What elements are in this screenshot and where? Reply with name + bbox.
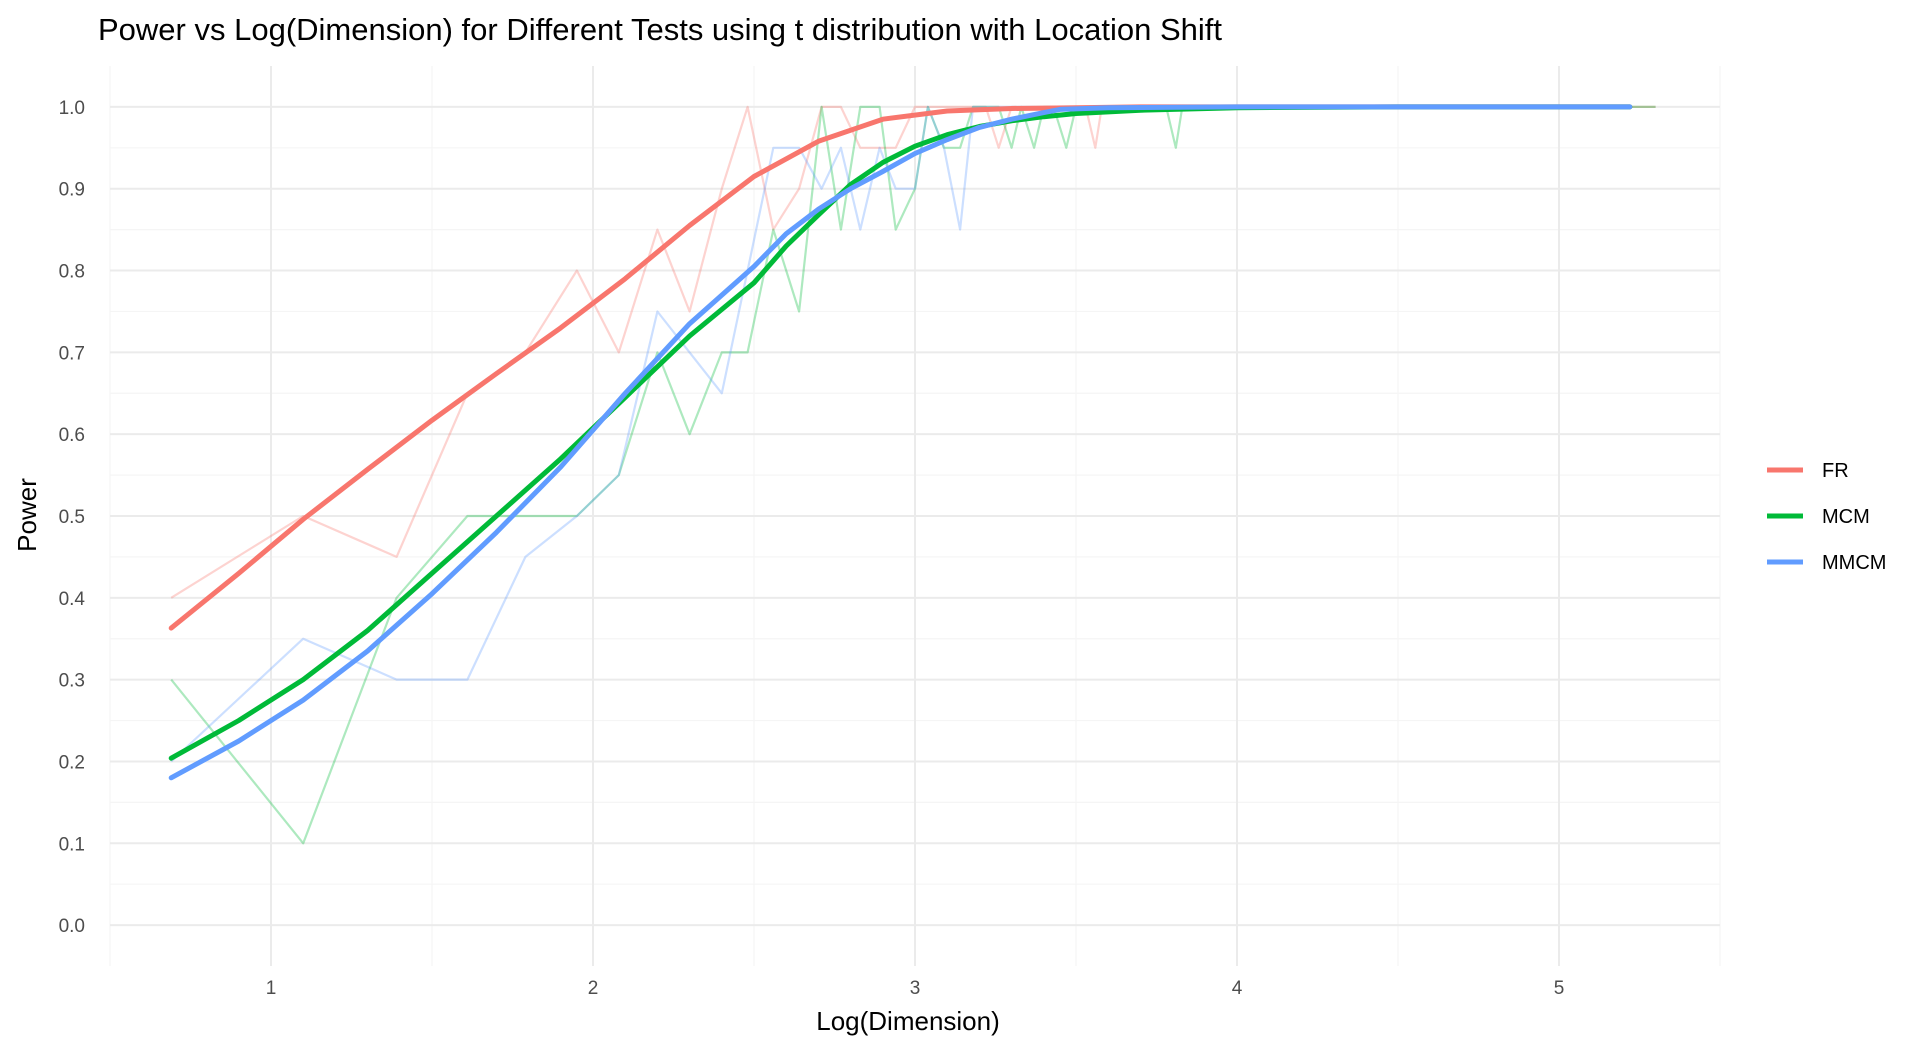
y-tick-label: 1.0 bbox=[59, 98, 85, 119]
legend-label-fr: FR bbox=[1822, 460, 1849, 482]
y-tick-label: 0.2 bbox=[59, 752, 85, 773]
x-axis-title: Log(Dimension) bbox=[816, 1006, 1000, 1036]
y-tick-label: 0.9 bbox=[59, 180, 85, 201]
y-tick-label: 0.3 bbox=[59, 671, 85, 692]
chart-title: Power vs Log(Dimension) for Different Te… bbox=[98, 12, 1222, 47]
y-tick-label: 0.0 bbox=[59, 916, 85, 937]
x-tick-labels: 1 2 3 4 5 bbox=[266, 978, 1565, 999]
y-tick-labels: 0.0 0.1 0.2 0.3 0.4 0.5 0.6 0.7 0.8 0.9 1.0 bbox=[59, 98, 86, 937]
major-gridlines bbox=[110, 66, 1720, 966]
y-tick-label: 0.7 bbox=[59, 343, 85, 364]
x-tick-label: 3 bbox=[910, 978, 921, 999]
legend: FR MCM MMCM bbox=[1767, 460, 1886, 574]
legend-label-mcm: MCM bbox=[1822, 506, 1870, 528]
y-tick-label: 0.4 bbox=[59, 589, 86, 610]
x-tick-label: 1 bbox=[266, 978, 277, 999]
y-tick-label: 0.6 bbox=[59, 425, 85, 446]
y-tick-label: 0.5 bbox=[59, 507, 85, 528]
smooth-line-fr bbox=[168, 104, 1633, 631]
y-tick-label: 0.1 bbox=[59, 834, 85, 855]
x-tick-label: 5 bbox=[1554, 978, 1565, 999]
smooth-line-mcm bbox=[168, 104, 1633, 761]
smoothed-series-lines bbox=[168, 104, 1633, 781]
y-tick-label: 0.8 bbox=[59, 262, 85, 283]
smooth-line-mmcm bbox=[168, 104, 1633, 781]
legend-label-mmcm: MMCM bbox=[1822, 552, 1886, 574]
x-tick-label: 2 bbox=[588, 978, 599, 999]
x-tick-label: 4 bbox=[1232, 978, 1243, 999]
y-axis-title: Power bbox=[12, 478, 42, 552]
